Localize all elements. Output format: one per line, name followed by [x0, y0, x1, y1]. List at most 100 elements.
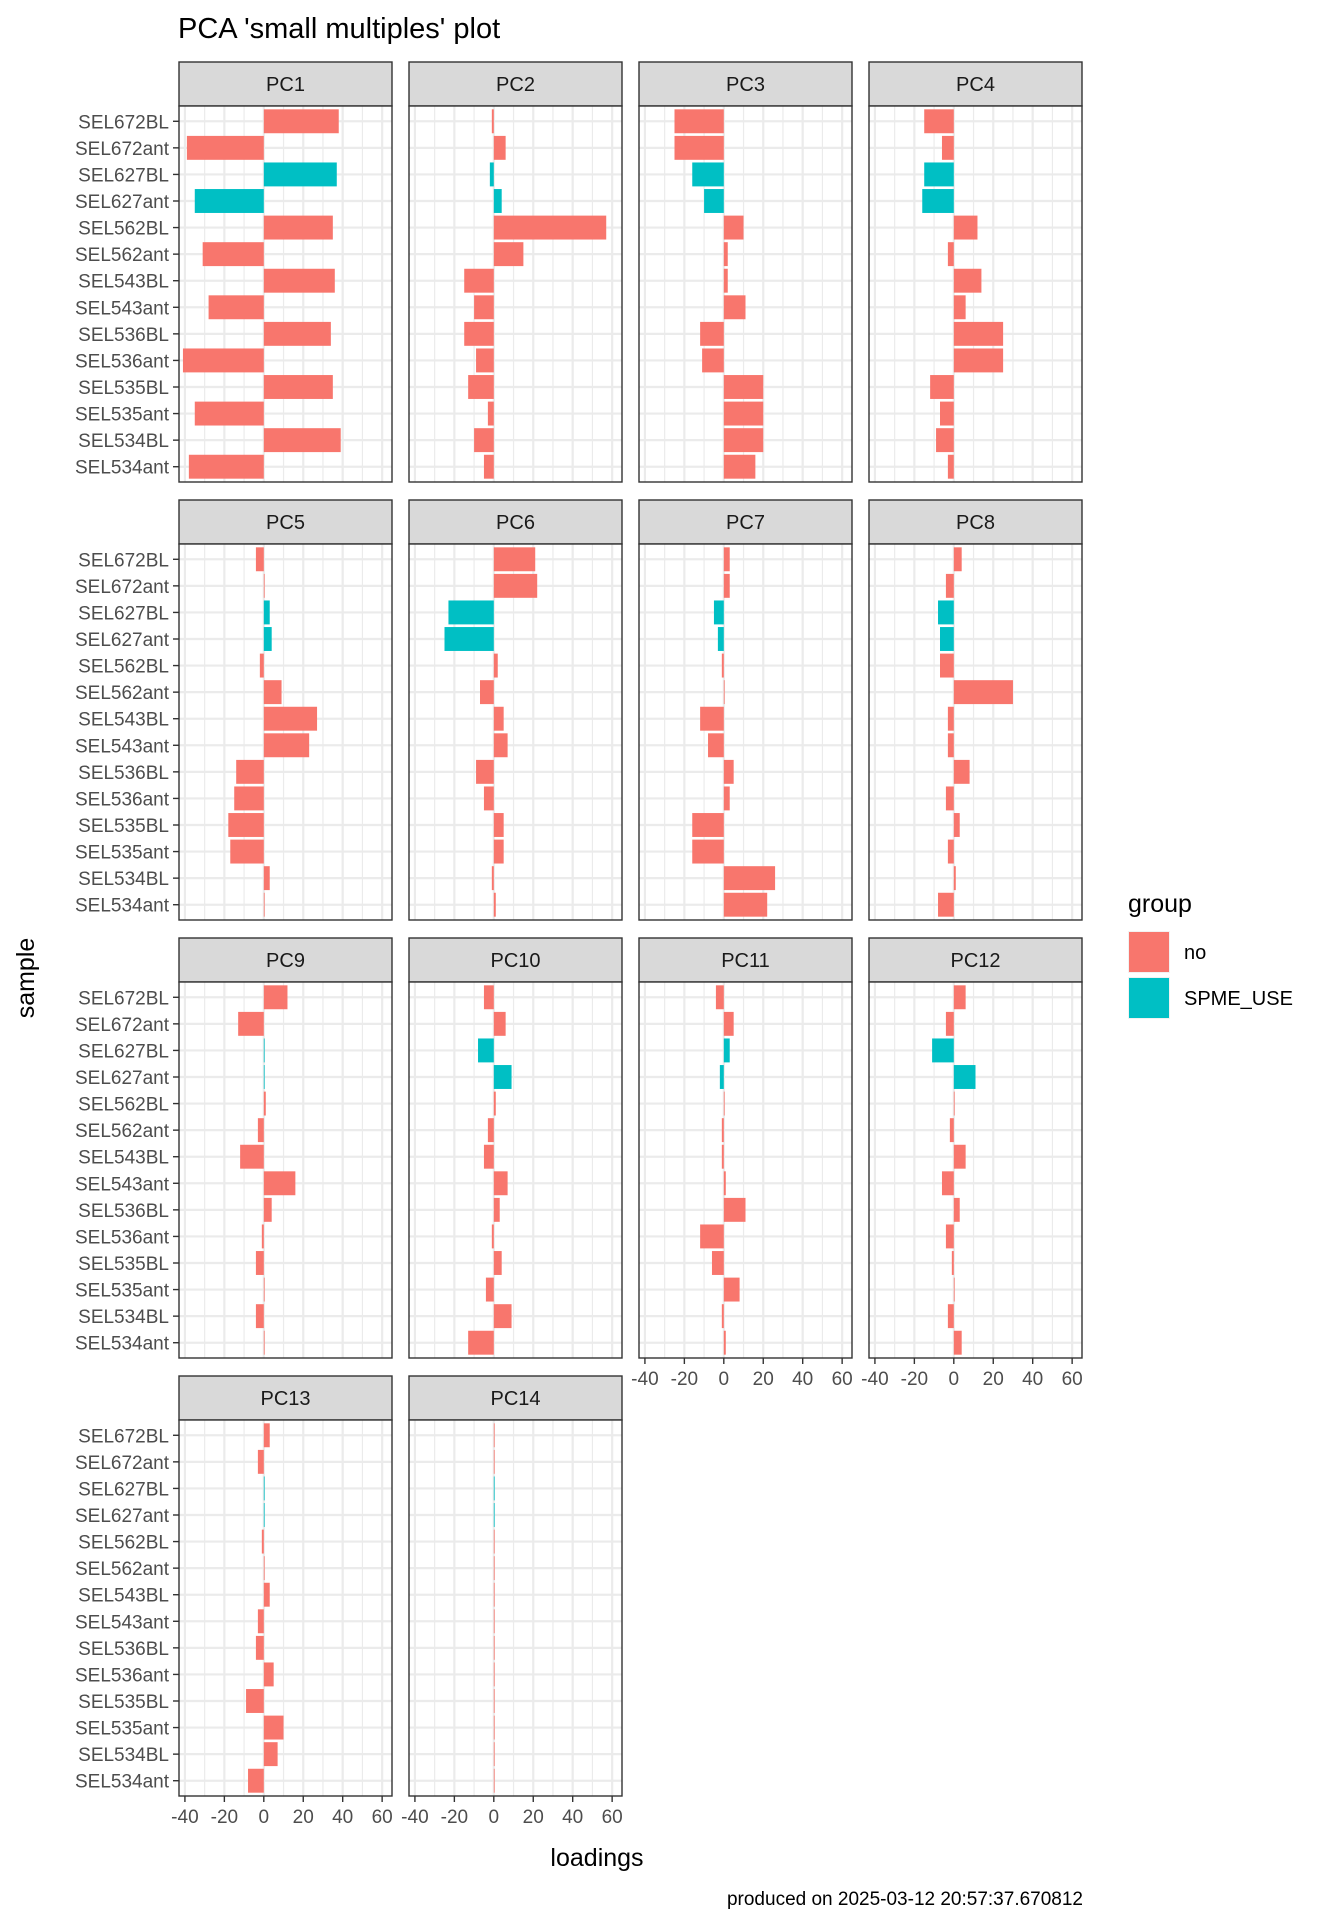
bar-pc12-sel534ant: [953, 1330, 962, 1355]
x-tick-label: 60: [372, 1807, 393, 1828]
bar-pc14-sel543ant: [493, 1609, 495, 1634]
facet-strip-label: PC9: [266, 950, 305, 972]
bar-pc12-sel534bl: [947, 1304, 954, 1329]
bar-pc10-sel672bl: [483, 985, 494, 1010]
bar-pc13-sel535bl: [246, 1689, 264, 1713]
y-tick-label: SEL534BL: [78, 1307, 169, 1328]
x-tick-label: -40: [401, 1807, 428, 1828]
bar-pc13-sel534bl: [263, 1742, 278, 1767]
facet-panel-pc4: PC4: [868, 61, 1083, 483]
bar-pc4-sel672bl: [924, 109, 954, 134]
bar-pc13-sel627ant: [263, 1503, 265, 1527]
panel-background: [409, 544, 622, 920]
bar-pc1-sel535bl: [263, 375, 333, 399]
bar-pc9-sel627bl: [263, 1038, 265, 1063]
y-tick-label: SEL562BL: [78, 1533, 169, 1554]
bar-pc12-sel535ant: [953, 1277, 955, 1302]
y-tick-label: SEL535BL: [78, 816, 169, 837]
bar-pc3-sel535bl: [723, 375, 764, 399]
y-tick-label: SEL543ant: [75, 736, 170, 757]
bar-pc10-sel627ant: [493, 1065, 512, 1089]
bar-pc7-sel534bl: [723, 866, 776, 891]
y-tick-label: SEL562ant: [75, 245, 170, 266]
x-tick-label: 60: [1062, 1369, 1083, 1390]
x-tick-label: 20: [523, 1807, 544, 1828]
legend: group no SPME_USE: [1128, 890, 1293, 1019]
y-tick-label: SEL535ant: [75, 843, 170, 864]
bar-pc10-sel672ant: [493, 1011, 506, 1036]
panel-background: [409, 106, 622, 482]
bar-pc2-sel672bl: [491, 109, 494, 134]
bar-pc3-sel672ant: [674, 135, 724, 160]
panel-background: [869, 544, 1082, 920]
x-tick-label: 40: [562, 1807, 583, 1828]
bar-pc5-sel536ant: [234, 786, 264, 811]
y-tick-label: SEL627ant: [75, 630, 170, 651]
y-tick-label: SEL672BL: [78, 988, 169, 1009]
facet-panel-pc5: PC5 SEL672BL SEL672ant SEL627BL SEL627ant SEL…: [75, 499, 393, 921]
facet-panel-pc10: PC10: [408, 937, 623, 1359]
bar-pc11-sel672ant: [723, 1011, 734, 1036]
bar-pc3-sel535ant: [723, 401, 764, 426]
facet-panel-pc14: PC14 -40 -20 0 20 40 60: [401, 1375, 623, 1828]
y-tick-label: SEL536BL: [78, 325, 169, 346]
y-tick-label: SEL672ant: [75, 577, 170, 598]
facet-panel-pc11: PC11 -40 -20 0 20 40 60: [631, 937, 853, 1390]
bar-pc2-sel536bl: [464, 321, 494, 346]
bar-pc1-sel627ant: [194, 189, 264, 213]
bar-pc7-sel535ant: [692, 839, 724, 864]
bar-pc11-sel535ant: [723, 1277, 740, 1302]
facet-strip-label: PC10: [490, 950, 540, 972]
bar-pc5-sel536bl: [236, 759, 264, 784]
bar-pc12-sel543bl: [953, 1144, 966, 1169]
bar-pc4-sel627bl: [924, 162, 954, 187]
bar-pc4-sel627ant: [922, 189, 954, 213]
x-axis-title: loadings: [550, 1844, 643, 1872]
y-axis-title: sample: [12, 938, 40, 1019]
bar-pc14-sel562ant: [493, 1556, 495, 1581]
bar-pc13-sel543bl: [263, 1582, 270, 1607]
facet-strip-label: PC13: [260, 1388, 310, 1410]
bar-pc5-sel562ant: [263, 680, 282, 705]
bar-pc2-sel535bl: [468, 375, 494, 399]
x-tick-label: 20: [293, 1807, 314, 1828]
panel-background: [179, 982, 392, 1358]
y-tick-label: SEL535ant: [75, 1719, 170, 1740]
bar-pc14-sel536bl: [493, 1635, 495, 1660]
bar-pc9-sel534ant: [263, 1330, 265, 1355]
bar-pc4-sel562bl: [953, 215, 978, 240]
y-tick-label: SEL543BL: [78, 272, 169, 293]
y-tick-label: SEL534ant: [75, 1772, 170, 1793]
facet-strip-label: PC6: [496, 512, 535, 534]
facet-strip-label: PC1: [266, 74, 305, 96]
bar-pc2-sel543ant: [474, 295, 494, 320]
bar-pc11-sel535bl: [711, 1251, 724, 1275]
facet-strip-label: PC8: [956, 512, 995, 534]
bar-pc9-sel672ant: [238, 1011, 264, 1036]
bar-pc10-sel562bl: [493, 1091, 496, 1116]
panel-background: [869, 106, 1082, 482]
bar-pc6-sel672ant: [493, 573, 538, 598]
y-tick-label: SEL627BL: [78, 1479, 169, 1500]
y-tick-label: SEL562BL: [78, 1095, 169, 1116]
bar-pc1-sel535ant: [194, 401, 264, 426]
bar-pc8-sel672ant: [945, 573, 954, 598]
y-tick-label: SEL534BL: [78, 1745, 169, 1766]
bar-pc9-sel536bl: [263, 1197, 272, 1222]
y-tick-label: SEL535ant: [75, 1281, 170, 1302]
bar-pc9-sel536ant: [261, 1224, 264, 1249]
bar-pc1-sel543bl: [263, 268, 335, 293]
facet-strip: [638, 61, 853, 107]
bar-pc9-sel672bl: [263, 985, 288, 1010]
bar-pc9-sel543bl: [240, 1144, 264, 1169]
y-tick-label: SEL562BL: [78, 219, 169, 240]
x-tick-label: 20: [983, 1369, 1004, 1390]
y-tick-label: SEL535ant: [75, 405, 170, 426]
bar-pc11-sel562bl: [723, 1091, 725, 1116]
bar-pc10-sel627bl: [478, 1038, 494, 1063]
y-tick-label: SEL534BL: [78, 431, 169, 452]
bar-pc7-sel536bl: [723, 759, 734, 784]
bar-pc11-sel627bl: [723, 1038, 730, 1063]
bar-pc11-sel543ant: [723, 1171, 726, 1196]
bar-pc14-sel535ant: [493, 1715, 495, 1740]
